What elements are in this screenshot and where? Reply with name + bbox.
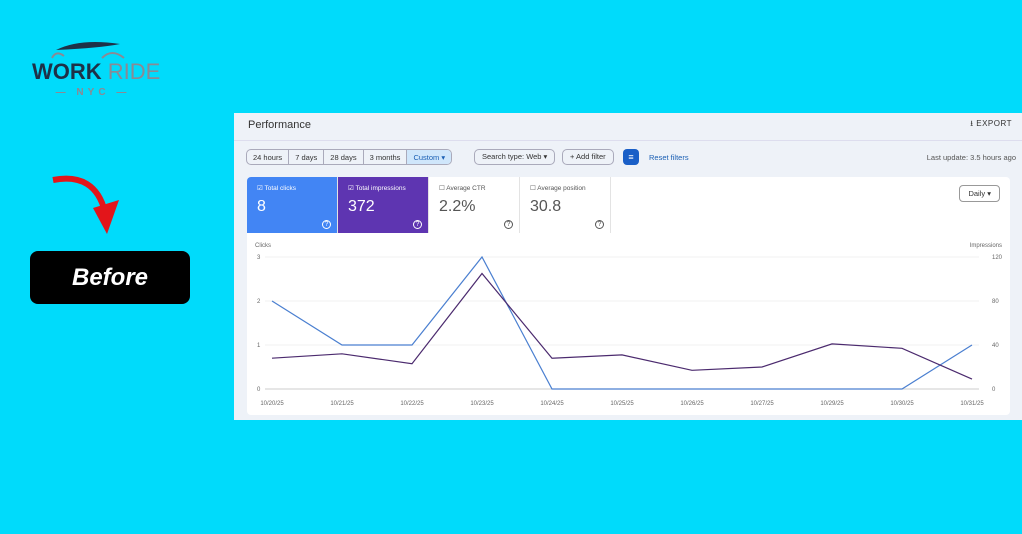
export-label: EXPORT <box>976 119 1012 128</box>
search-type-dropdown[interactable]: Search type: Web ▾ <box>474 149 556 165</box>
granularity-dropdown[interactable]: Daily ▾ <box>959 185 1000 202</box>
y-tick-right: 120 <box>992 255 1003 261</box>
metric-value: 30.8 <box>530 198 562 215</box>
reset-filters-link[interactable]: Reset filters <box>649 153 689 162</box>
help-icon[interactable]: ? <box>322 220 331 229</box>
range-24h[interactable]: 24 hours <box>247 150 290 164</box>
header-divider <box>234 140 1022 141</box>
metric-label: ☑ Total clicks <box>257 185 296 192</box>
series-line-clicks <box>271 255 973 390</box>
metric-average-ctr[interactable]: ☐ Average CTR 2.2%? <box>429 177 520 233</box>
performance-panel: Performance ⭳ EXPORT 24 hours 7 days 28 da… <box>234 113 1022 420</box>
metric-value: 372 <box>348 198 375 215</box>
range-7d[interactable]: 7 days <box>289 150 325 164</box>
x-tick: 10/20/25 <box>260 401 284 407</box>
x-tick: 10/30/25 <box>890 401 914 407</box>
metric-value: 2.2% <box>439 198 476 215</box>
y-tick-right: 80 <box>992 299 999 305</box>
metric-total-impressions[interactable]: ☑ Total impressions 372? <box>338 177 429 233</box>
y-tick-left: 1 <box>257 343 261 349</box>
x-tick: 10/25/25 <box>610 401 634 407</box>
y-tick-right: 0 <box>992 387 996 393</box>
x-tick: 10/24/25 <box>540 401 564 407</box>
page-title: Performance <box>248 119 311 131</box>
x-tick: 10/23/25 <box>470 401 494 407</box>
metric-value: 8 <box>257 198 266 215</box>
help-icon[interactable]: ? <box>504 220 513 229</box>
range-28d[interactable]: 28 days <box>324 150 364 164</box>
car-logo-icon <box>51 42 125 59</box>
add-filter-button[interactable]: + Add filter <box>562 149 614 165</box>
brand-name-work: WORK <box>32 59 102 84</box>
date-range-selector[interactable]: 24 hours 7 days 28 days 3 months Custom ▾ <box>246 149 453 165</box>
y-tick-left: 0 <box>257 387 261 393</box>
metric-label: ☑ Total impressions <box>348 185 406 192</box>
y-axis-left-label: Clicks <box>255 243 271 249</box>
metric-label: ☐ Average position <box>530 185 586 192</box>
brand-name-ride: RIDE <box>107 59 161 84</box>
range-custom[interactable]: Custom ▾ <box>407 150 452 164</box>
metric-average-position[interactable]: ☐ Average position 30.8? <box>520 177 611 233</box>
filter-icon[interactable]: ≡ <box>623 149 639 165</box>
range-3m[interactable]: 3 months <box>364 150 408 164</box>
last-update: Last update: 3.5 hours ago <box>926 153 1016 162</box>
brand-name: WORK RIDE <box>32 61 160 83</box>
x-tick: 10/29/25 <box>820 401 844 407</box>
work-ride-logo: WORK RIDE — NYC — <box>30 36 160 102</box>
metric-total-clicks[interactable]: ☑ Total clicks 8? <box>247 177 338 233</box>
export-button[interactable]: ⭳ EXPORT <box>970 119 1012 129</box>
help-icon[interactable]: ? <box>595 220 604 229</box>
x-tick: 10/22/25 <box>400 401 424 407</box>
y-axis-right-label: Impressions <box>970 243 1002 249</box>
y-tick-right: 40 <box>992 343 999 349</box>
download-icon: ⭳ <box>970 119 974 128</box>
x-tick: 10/31/25 <box>960 401 984 407</box>
x-tick: 10/27/25 <box>750 401 774 407</box>
red-arrow-icon <box>52 175 119 234</box>
series-line-impressions <box>271 272 973 380</box>
before-label: Before <box>30 251 190 304</box>
x-tick: 10/26/25 <box>680 401 704 407</box>
chart-card: ☑ Total clicks 8? ☑ Total impressions 372?… <box>247 177 1010 415</box>
help-icon[interactable]: ? <box>413 220 422 229</box>
x-tick: 10/21/25 <box>330 401 354 407</box>
y-tick-left: 3 <box>257 255 261 261</box>
y-tick-left: 2 <box>257 299 261 305</box>
brand-subtitle: — NYC — <box>55 87 131 98</box>
performance-chart: Clicks Impressions 0 0 1 40 2 80 3 120 10/20/25 10/… <box>255 243 1003 407</box>
metric-label: ☐ Average CTR <box>439 185 486 192</box>
